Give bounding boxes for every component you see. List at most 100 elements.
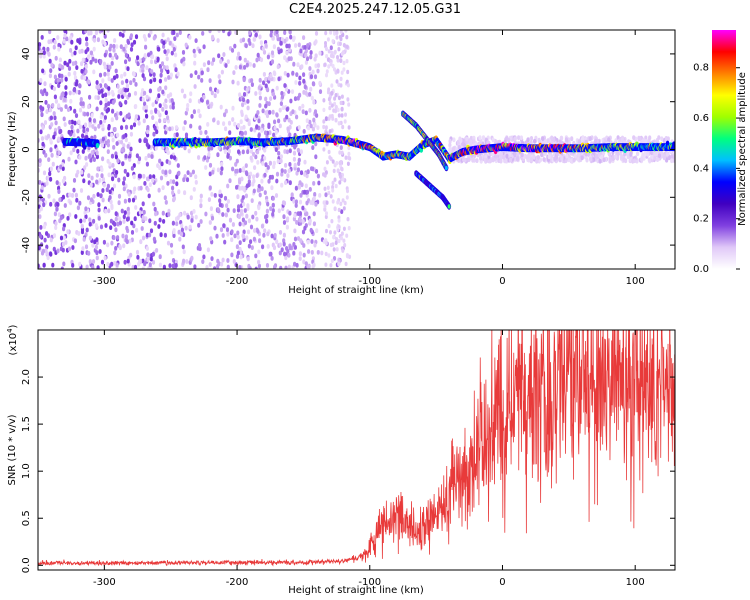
spectrogram-noise-cell [188,35,192,40]
figure-title: C2E4.2025.247.12.05.G31 [289,2,461,17]
spectrogram-noise-cell [343,243,347,248]
spectrogram-noise-cell [78,155,82,160]
spectrogram-noise-cell [172,196,176,202]
spectrogram-noise-cell [171,43,175,48]
spectrogram-noise-cell [143,101,147,107]
spectrogram-noise-cell [334,183,338,189]
spectrogram-noise-cell [88,217,92,223]
spectrogram-noise-cell [145,113,149,119]
spectrogram-noise-cell [90,113,94,118]
spectrogram-noise-cell [332,30,336,33]
spectrogram-noise-cell [122,214,126,220]
spectrogram-noise-cell [127,210,131,216]
spectrogram-noise-cell [264,103,268,109]
spectrogram-noise-cell [279,158,283,164]
spectrogram-noise-cell [296,95,300,101]
spectrogram-noise-cell [149,30,153,35]
spectrogram-noise-cell [197,74,201,80]
spectrogram-noise-cell [485,158,489,163]
spectrogram-noise-cell [183,190,187,196]
spectrogram-noise-cell [189,73,193,78]
spectrogram-noise-cell [121,233,125,239]
spectrogram-noise-cell [148,182,152,188]
spectrogram-noise-cell [85,135,89,140]
spectrogram-noise-cell [122,186,126,192]
spectrogram-noise-cell [304,110,308,116]
spectrogram-noise-cell [97,123,101,129]
spectrogram-noise-cell [503,158,507,164]
spectrogram-noise-cell [121,161,125,167]
spectrogram-noise-cell [199,193,203,199]
spectrogram-noise-cell [66,216,70,221]
spectrogram-noise-cell [253,228,257,233]
spectrogram-noise-cell [316,125,320,130]
spectrogram-noise-cell [608,157,612,163]
spectrogram-noise-cell [145,246,149,251]
spectrogram-noise-cell [126,40,131,45]
spectrogram-noise-cell [302,72,306,77]
spectrogram-noise-cell [457,145,461,150]
spectrogram-noise-cell [38,180,42,185]
spectrogram-noise-cell [640,157,644,162]
spectrogram-noise-cell [110,78,114,83]
spectrogram-noise-cell [326,37,330,42]
spectrogram-noise-cell [201,31,205,36]
spectrogram-noise-cell [287,117,291,123]
spectrogram-noise-cell [63,97,67,103]
spectrogram-noise-cell [39,78,43,83]
spectrogram-noise-cell [132,71,136,77]
spectrogram-noise-cell [298,251,302,257]
spectrogram-noise-cell [118,101,122,107]
spectrogram-noise-cell [298,199,303,205]
spectrogram-noise-cell [299,48,303,54]
spectrogram-noise-cell [341,50,345,55]
spectrogram-noise-cell [172,155,177,161]
spectrogram-noise-cell [325,54,329,59]
spectrogram-noise-cell [173,63,177,69]
spectrogram-y-tick-label: 40 [21,48,32,61]
spectrogram-noise-cell [64,104,68,109]
spectrogram-noise-cell [74,192,78,198]
spectrogram-noise-cell [310,239,314,244]
spectrogram-noise-cell [222,223,226,229]
spectrogram-noise-cell [256,149,260,155]
spectrogram-noise-cell [241,195,245,200]
spectrogram-noise-cell [304,183,308,189]
spectrogram-noise-cell [257,85,262,90]
spectrogram-noise-cell [238,55,242,61]
spectrogram-noise-cell [95,106,99,112]
spectrogram-noise-cell [141,235,146,241]
spectrogram-noise-cell [323,173,327,178]
spectrogram-noise-cell [153,206,157,212]
spectrogram-noise-cell [322,147,326,152]
spectrogram-noise-cell [508,150,512,156]
spectrogram-noise-cell [49,68,53,73]
spectrogram-noise-cell [122,176,126,182]
spectrogram-noise-cell [200,78,204,83]
spectrogram-noise-cell [109,218,113,224]
spectrogram-noise-cell [197,155,201,160]
spectrogram-noise-cell [38,197,41,202]
spectrogram-noise-cell [346,83,350,88]
spectrogram-noise-cell [96,166,100,172]
spectrogram-noise-cell [132,39,137,45]
spectrogram-noise-cell [233,233,237,239]
spectrogram-noise-cell [88,221,92,227]
spectrogram-noise-cell [330,83,334,88]
spectrogram-noise-cell [97,216,101,221]
spectrogram-noise-cell [47,193,51,199]
spectrogram-noise-cell [127,197,131,203]
spectrogram-noise-cell [125,216,130,222]
spectrogram-noise-cell [148,262,152,268]
spectrogram-noise-cell [126,206,130,212]
spectrogram-noise-cell [339,145,343,151]
spectrogram-noise-cell [255,173,259,179]
spectrogram-noise-cell [241,149,245,155]
spectrogram-noise-cell [126,172,130,178]
spectrogram-noise-cell [158,254,162,260]
spectrogram-noise-cell [209,206,213,212]
spectrogram-noise-cell [129,33,133,38]
spectrogram-noise-cell [110,240,114,246]
spectrogram-noise-cell [161,89,165,95]
spectrogram-noise-cell [279,101,283,106]
